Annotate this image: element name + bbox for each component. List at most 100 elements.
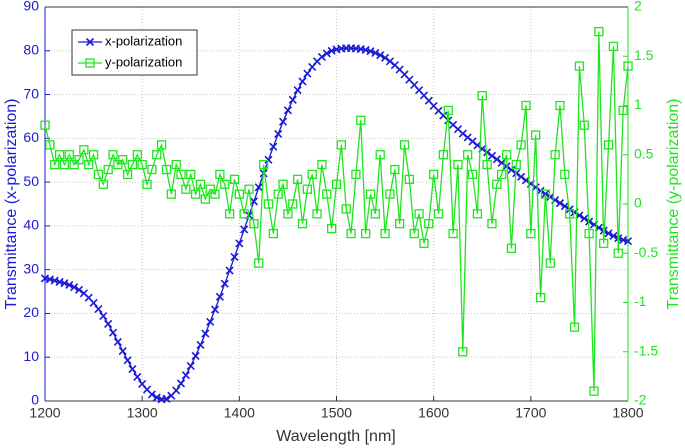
legend: x-polarization y-polarization [71, 29, 198, 76]
square-marker [608, 41, 619, 52]
square-marker [531, 130, 541, 140]
square-marker [166, 189, 176, 199]
y2-tick-label: -1 [634, 293, 647, 309]
x-marker [215, 292, 224, 301]
square-marker [93, 169, 104, 180]
x-marker [278, 117, 288, 126]
x-marker [604, 229, 613, 238]
square-marker [477, 91, 487, 101]
square-marker [74, 155, 84, 165]
x-marker [381, 53, 390, 62]
x-marker [113, 337, 122, 346]
square-marker [336, 140, 347, 150]
square-marker [550, 150, 560, 160]
x-axis-label: Wavelength [nm] [276, 428, 395, 445]
x-marker [609, 231, 618, 241]
square-marker [40, 120, 50, 130]
x-marker [580, 214, 589, 223]
square-marker [497, 169, 507, 180]
square-marker [516, 140, 526, 150]
square-marker [560, 169, 570, 180]
square-marker [482, 159, 492, 170]
square-marker [545, 258, 555, 268]
x-marker [303, 69, 312, 78]
y2-tick-label: -0.5 [634, 244, 658, 260]
x-marker [371, 48, 380, 58]
x-marker [366, 47, 375, 56]
x-tick-label: 1500 [321, 405, 352, 421]
x-tick-label: 1700 [515, 405, 546, 421]
x-marker [128, 364, 137, 374]
square-marker [322, 189, 332, 199]
square-marker [341, 204, 351, 214]
square-marker [419, 238, 429, 249]
square-marker [64, 150, 74, 160]
square-marker [244, 184, 254, 194]
square-marker [161, 164, 172, 175]
x-tick-label: 1200 [29, 405, 60, 421]
square-marker [273, 189, 283, 199]
square-marker [443, 105, 453, 116]
y2-tick-label: -1.5 [634, 342, 658, 358]
square-marker [463, 150, 473, 160]
y-tick-label: 60 [23, 129, 39, 145]
square-marker [200, 194, 210, 204]
square-marker [297, 219, 308, 229]
legend-label: x-polarization [105, 33, 182, 48]
square-marker [375, 150, 385, 160]
square-marker [132, 150, 142, 160]
x-tick-label: 1600 [418, 405, 449, 421]
square-marker [365, 189, 376, 199]
y2-tick-label: -2 [634, 392, 647, 408]
square-marker [98, 179, 108, 189]
square-marker [521, 100, 531, 111]
x-marker [254, 183, 263, 192]
x-marker [225, 266, 234, 275]
square-marker [414, 209, 424, 219]
square-marker [433, 209, 444, 219]
square-marker [448, 228, 458, 239]
square-marker [326, 223, 337, 234]
x-marker [322, 49, 331, 58]
x-marker [186, 361, 195, 371]
x-marker [108, 328, 118, 337]
x-tick-label: 1800 [612, 405, 643, 421]
square-marker [54, 150, 65, 160]
square-marker [79, 145, 89, 155]
square-marker [205, 184, 215, 194]
square-marker [190, 189, 201, 199]
square-marker [278, 179, 288, 189]
square-marker [224, 209, 235, 219]
square-marker [390, 164, 400, 175]
square-marker [540, 189, 551, 199]
x-marker [507, 165, 516, 174]
x-marker [298, 77, 307, 86]
square-marker [438, 150, 449, 160]
y2-tick-label: 2 [634, 0, 642, 14]
square-marker [535, 292, 546, 303]
square-marker [424, 219, 434, 229]
square-marker [215, 169, 225, 180]
square-marker [380, 228, 390, 239]
square-marker [307, 169, 317, 180]
x-marker [293, 86, 302, 95]
x-marker [162, 394, 171, 403]
x-marker [65, 280, 74, 290]
x-marker [181, 371, 190, 380]
y2-tick-label: 1 [634, 96, 642, 112]
square-marker [59, 159, 70, 170]
series-line [44, 31, 629, 392]
square-marker [603, 140, 614, 150]
x-marker [118, 347, 127, 356]
y2-tick-label: 0.5 [634, 145, 654, 161]
x-marker [240, 225, 249, 234]
y-tick-label: 20 [23, 304, 39, 320]
y-tick-label: 50 [23, 173, 39, 189]
x-marker [274, 129, 283, 139]
x-marker [70, 283, 79, 292]
square-marker [195, 179, 206, 189]
square-marker [142, 179, 152, 189]
square-marker [210, 189, 220, 199]
square-marker [351, 169, 361, 180]
